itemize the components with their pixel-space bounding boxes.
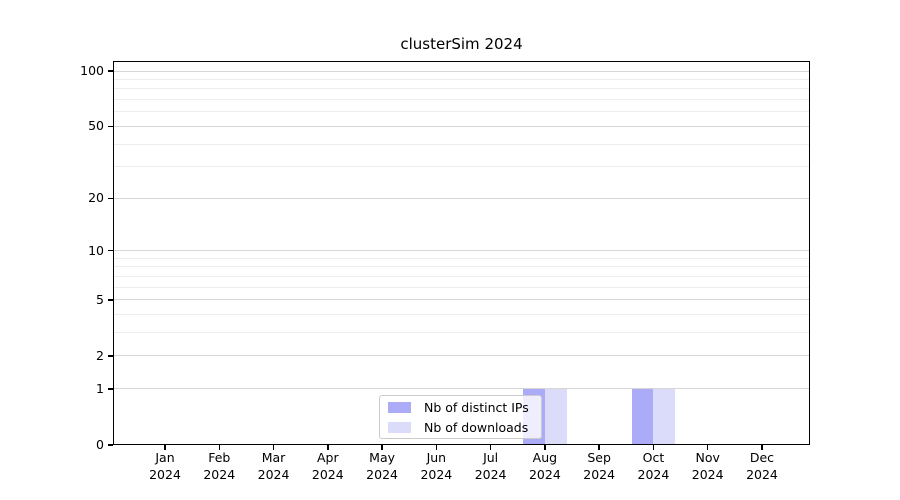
legend-label-downloads: Nb of downloads: [424, 419, 529, 435]
x-tick-mark: [706, 445, 709, 450]
x-tick-label: Oct 2024: [621, 449, 685, 483]
x-tick-month: Sep: [587, 450, 611, 465]
gridline-minor: [113, 266, 810, 268]
x-tick-mark: [164, 445, 166, 450]
y-tick-label: 10: [88, 242, 104, 258]
x-tick-month: Aug: [532, 450, 558, 465]
gridline-minor: [113, 88, 810, 90]
x-tick-label: Feb 2024: [187, 449, 251, 483]
x-tick-label: May 2024: [350, 449, 414, 483]
y-tick-mark: [108, 299, 113, 301]
legend-row-distinct-ips: Nb of distinct IPs: [388, 398, 541, 416]
x-tick-mark: [761, 445, 763, 450]
x-tick-mark: [327, 445, 329, 450]
x-tick-year: 2024: [474, 467, 507, 482]
x-tick-month: May: [369, 450, 395, 465]
gridline-major: [113, 250, 810, 252]
y-tick-label: 50: [88, 118, 104, 134]
x-tick-month: Apr: [316, 450, 339, 465]
gridline-minor: [113, 111, 810, 113]
x-tick-label: Jan 2024: [133, 449, 197, 483]
gridline-major: [113, 70, 810, 72]
x-tick-mark: [381, 445, 383, 450]
x-tick-year: 2024: [149, 467, 181, 482]
x-tick-year: 2024: [257, 467, 290, 482]
x-tick-mark: [598, 445, 600, 450]
x-tick-month: Jul: [483, 450, 499, 465]
x-tick-year: 2024: [203, 467, 236, 482]
x-tick-year: 2024: [311, 467, 344, 482]
x-tick-year: 2024: [366, 467, 398, 482]
y-tick-label: 0: [96, 437, 104, 452]
legend-label-distinct-ips: Nb of distinct IPs: [424, 399, 529, 415]
bar-downloads: [653, 388, 676, 445]
y-tick-label: 100: [80, 63, 104, 78]
x-tick-year: 2024: [746, 467, 778, 482]
chart-title: clusterSim 2024: [400, 35, 523, 53]
x-tick-month: Jan: [155, 450, 175, 465]
gridline-major: [113, 299, 810, 301]
x-tick-month: Feb: [208, 450, 231, 465]
legend: Nb of distinct IPs Nb of downloads: [379, 395, 542, 439]
y-tick-label: 1: [96, 380, 104, 396]
x-tick-label: Jun 2024: [404, 449, 468, 483]
x-tick-year: 2024: [420, 467, 453, 482]
x-tick-label: Aug 2024: [513, 449, 577, 483]
x-tick-month: Dec: [749, 450, 775, 465]
x-tick-label: Jul 2024: [459, 449, 523, 483]
x-tick-mark: [435, 445, 438, 450]
x-tick-mark: [544, 445, 546, 450]
x-tick-label: Sep 2024: [567, 449, 631, 483]
x-tick-year: 2024: [583, 467, 616, 482]
y-tick-mark: [108, 70, 113, 72]
x-tick-month: Nov: [695, 450, 720, 465]
x-tick-mark: [218, 445, 221, 450]
x-tick-label: Nov 2024: [676, 449, 740, 483]
gridline-minor: [113, 275, 810, 277]
gridline-minor: [113, 78, 810, 80]
y-tick-label: 20: [88, 190, 104, 206]
x-tick-month: Mar: [261, 450, 286, 465]
x-tick-month: Jun: [426, 450, 447, 465]
x-tick-year: 2024: [637, 467, 670, 482]
y-tick-mark: [108, 388, 113, 390]
x-tick-mark: [489, 445, 492, 450]
x-tick-month: Oct: [642, 450, 665, 465]
gridline-major: [113, 388, 810, 390]
y-tick-mark: [108, 355, 113, 357]
gridline-minor: [113, 332, 810, 334]
gridline-major: [113, 355, 810, 357]
legend-swatch-distinct-ips: [388, 401, 411, 413]
gridline-minor: [113, 286, 810, 288]
y-tick-label: 2: [96, 347, 104, 363]
y-tick-label: 5: [96, 291, 104, 307]
gridline-major: [113, 197, 810, 199]
x-tick-mark: [652, 445, 655, 450]
bar-distinct-ips: [631, 388, 654, 445]
legend-row-downloads: Nb of downloads: [388, 418, 541, 436]
y-tick-mark: [108, 444, 113, 446]
x-tick-year: 2024: [691, 467, 724, 482]
bar-downloads: [544, 388, 567, 445]
gridline-minor: [113, 99, 810, 101]
gridline-minor: [113, 166, 810, 168]
plot-area: Nb of distinct IPs Nb of downloads: [113, 61, 810, 445]
x-tick-mark: [272, 445, 275, 450]
gridline-major: [113, 125, 810, 127]
x-tick-year: 2024: [528, 467, 561, 482]
y-tick-mark: [108, 125, 113, 128]
gridline-minor: [113, 143, 810, 145]
gridline-minor: [113, 314, 810, 316]
y-tick-mark: [108, 197, 113, 200]
y-tick-mark: [108, 249, 113, 252]
legend-swatch-downloads: [388, 421, 411, 433]
x-tick-label: Dec 2024: [730, 449, 794, 483]
gridline-minor: [113, 257, 810, 259]
x-tick-label: Mar 2024: [242, 449, 306, 483]
x-tick-label: Apr 2024: [296, 449, 360, 483]
